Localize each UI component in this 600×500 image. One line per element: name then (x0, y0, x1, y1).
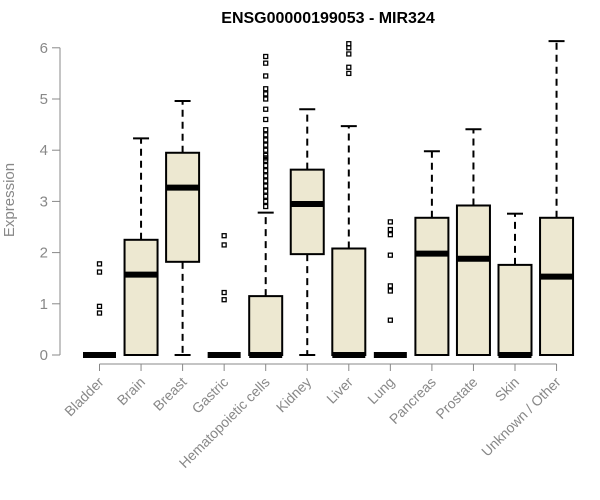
outlier-point (96, 261, 103, 267)
outlier-point (221, 289, 227, 296)
box-iqr (289, 168, 325, 256)
box-group (373, 219, 407, 358)
outlier-point (96, 269, 103, 275)
y-tick-label: 0 (40, 347, 48, 364)
outlier-point (346, 70, 352, 77)
box-iqr (497, 263, 533, 356)
outlier-point (346, 64, 352, 70)
outlier-point (263, 152, 269, 158)
box-group (207, 233, 241, 358)
box-series (83, 40, 575, 358)
box-group (539, 40, 575, 356)
outlier-point (263, 142, 269, 148)
x-tick-label: Brain (114, 374, 148, 408)
outlier-point (387, 226, 394, 233)
x-tick-label: Liver (323, 374, 356, 407)
box-iqr (123, 238, 159, 356)
box-group (289, 108, 325, 356)
box-iqr (455, 204, 491, 356)
outlier-point (263, 106, 269, 112)
box-group (165, 100, 201, 356)
outlier-point (346, 51, 352, 57)
outlier-point (263, 73, 269, 79)
outlier-point (263, 91, 269, 97)
y-tick-label: 3 (40, 193, 48, 210)
box-iqr (248, 295, 284, 356)
outlier-point (263, 53, 269, 60)
outlier-point (346, 45, 352, 51)
outlier-point (263, 203, 269, 210)
y-tick-label: 6 (40, 40, 48, 57)
outlier-point (263, 198, 269, 205)
y-tick-label: 1 (40, 296, 48, 313)
chart-title: ENSG00000199053 - MIR324 (221, 10, 435, 27)
outlier-point (263, 132, 269, 138)
outlier-point (263, 60, 269, 66)
box-iqr (331, 247, 367, 356)
outlier-point (263, 116, 269, 123)
outlier-point (263, 173, 269, 179)
outlier-point (346, 41, 352, 47)
outlier-point (263, 183, 269, 189)
outlier-point (387, 283, 394, 289)
x-tick-label: Lung (364, 374, 397, 407)
outlier-point (221, 233, 227, 239)
outlier-point (96, 310, 103, 316)
outlier-point (263, 188, 269, 194)
outlier-point (263, 168, 269, 174)
box-group (455, 128, 491, 356)
box-iqr (165, 151, 201, 263)
x-tick-label: Bladder (61, 374, 107, 420)
y-axis-label: Expression (1, 163, 18, 237)
x-tick-label: Prostate (432, 374, 480, 422)
outlier-point (221, 297, 227, 303)
y-tick-label: 5 (40, 91, 48, 108)
x-tick-label: Breast (150, 374, 190, 414)
outlier-point (387, 317, 394, 323)
box-group (248, 53, 284, 358)
outlier-point (263, 86, 269, 92)
outlier-point (263, 162, 269, 169)
y-axis: 0 1 2 3 4 5 6 (40, 40, 61, 364)
box-group (331, 41, 367, 358)
outlier-point (387, 252, 394, 258)
outlier-point (263, 178, 269, 184)
outlier-point (387, 232, 394, 238)
y-tick-label: 4 (40, 142, 48, 159)
box-iqr (539, 216, 575, 356)
outlier-point (221, 242, 227, 248)
outlier-point (263, 127, 269, 133)
outlier-point (263, 193, 269, 199)
outlier-point (387, 288, 394, 294)
x-tick-label: Unknown / Other (478, 374, 564, 460)
outlier-point (96, 303, 103, 310)
box-group (497, 212, 533, 358)
x-tick-label: Kidney (273, 374, 315, 416)
box-group (83, 261, 116, 358)
outlier-point (263, 96, 269, 102)
y-tick-label: 2 (40, 245, 48, 262)
box-iqr (414, 216, 450, 356)
outlier-point (263, 147, 269, 153)
box-group (123, 137, 159, 356)
outlier-point (263, 137, 269, 143)
x-tick-label: Skin (492, 374, 523, 405)
outlier-point (387, 219, 394, 225)
box-group (414, 150, 450, 356)
